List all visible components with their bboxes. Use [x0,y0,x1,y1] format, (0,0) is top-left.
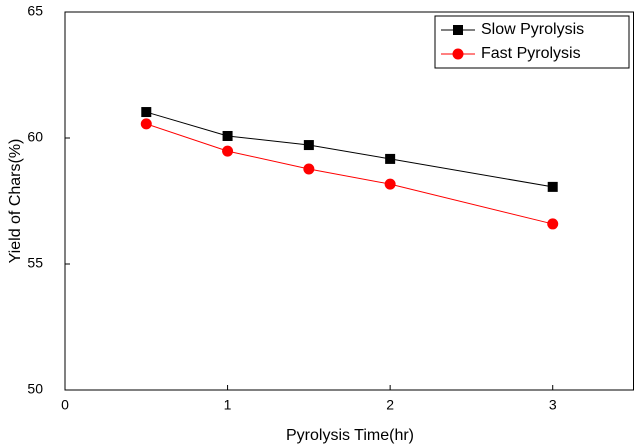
x-tick-label: 2 [386,397,394,413]
point [140,118,152,130]
y-axis-label: Yield of Chars(%) [7,139,24,264]
y-tick-label: 60 [27,129,43,145]
legend-label: Fast Pyrolysis [481,45,581,62]
legend-box [434,15,630,69]
series-line [146,123,553,225]
x-tick-label: 0 [61,397,69,413]
x-tick-label: 1 [224,397,232,413]
y-tick-label: 50 [27,381,43,397]
y-tick-label: 55 [27,255,43,271]
plot-frame [64,11,634,391]
legend-marker [452,48,464,60]
legend-label: Slow Pyrolysis [481,21,584,38]
point [303,163,315,175]
y-tick-label: 65 [27,3,43,19]
point [384,178,396,190]
point [547,218,559,230]
x-axis-label: Pyrolysis Time(hr) [286,427,414,444]
point [547,181,558,192]
series-line [146,111,553,188]
point [303,140,314,151]
legend-marker [453,25,463,35]
point [385,153,396,164]
point [141,107,152,118]
x-tick-label: 3 [549,397,557,413]
point [222,130,233,141]
point [222,145,234,157]
